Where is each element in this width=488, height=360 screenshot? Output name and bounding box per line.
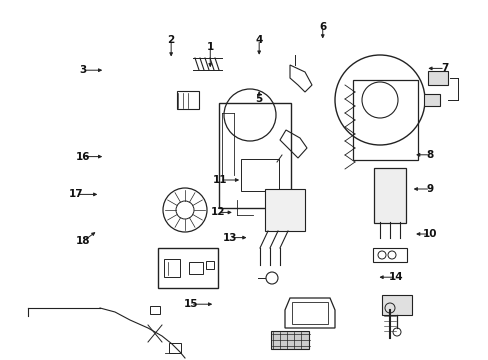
- Text: 2: 2: [167, 35, 174, 45]
- Text: 8: 8: [426, 150, 433, 160]
- Bar: [150, 306, 160, 314]
- Text: 18: 18: [76, 236, 90, 246]
- Text: 16: 16: [76, 152, 90, 162]
- Bar: [291, 302, 327, 324]
- Bar: [423, 94, 439, 106]
- Text: 5: 5: [255, 94, 262, 104]
- Bar: [270, 331, 308, 349]
- Bar: [189, 262, 203, 274]
- Text: 1: 1: [206, 42, 213, 52]
- Bar: [163, 259, 180, 277]
- Bar: [219, 103, 290, 207]
- Bar: [241, 159, 279, 191]
- Text: 9: 9: [426, 184, 433, 194]
- Text: 10: 10: [422, 229, 437, 239]
- Bar: [264, 189, 305, 231]
- Text: 15: 15: [183, 299, 198, 309]
- Text: 3: 3: [80, 65, 86, 75]
- Text: 14: 14: [388, 272, 403, 282]
- Text: 6: 6: [319, 22, 325, 32]
- Bar: [352, 80, 417, 160]
- Text: 13: 13: [222, 233, 237, 243]
- Bar: [177, 91, 199, 109]
- Bar: [427, 71, 447, 85]
- Text: 17: 17: [68, 189, 83, 199]
- Text: 4: 4: [255, 35, 263, 45]
- Text: 12: 12: [210, 207, 224, 217]
- Bar: [372, 248, 406, 262]
- Bar: [373, 167, 405, 222]
- Bar: [205, 261, 214, 269]
- Text: 7: 7: [440, 63, 448, 73]
- Bar: [169, 343, 181, 353]
- Bar: [158, 248, 218, 288]
- Bar: [381, 295, 411, 315]
- Text: 11: 11: [212, 175, 227, 185]
